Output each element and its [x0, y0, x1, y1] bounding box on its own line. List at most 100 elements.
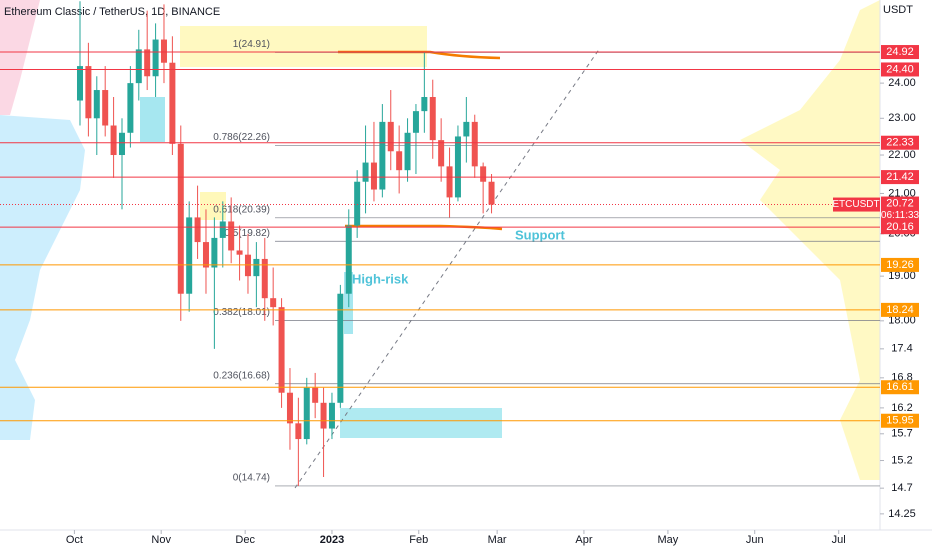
candle-body [253, 258, 260, 277]
candle-body [345, 225, 352, 294]
y-tick-label: 23.00 [888, 112, 916, 124]
candle-body [463, 121, 470, 137]
candle-body [404, 132, 411, 171]
level-label: 24.40 [886, 63, 914, 75]
candle-body [454, 136, 461, 198]
chart-title: Ethereum Classic / TetherUS, 1D, BINANCE [4, 6, 220, 18]
level-label: 16.61 [886, 381, 914, 393]
y-tick-label: 17.4 [891, 343, 912, 355]
candle-body [160, 39, 167, 63]
candle-body [219, 221, 226, 238]
candle-body [194, 217, 201, 243]
candle-body [337, 293, 344, 403]
fib-label: 0(14.74) [233, 473, 270, 484]
y-tick-label: 24.00 [888, 77, 916, 89]
fib-label: 0.236(16.68) [213, 370, 270, 381]
fib-label: 0.618(20.39) [213, 204, 270, 215]
x-tick-label: Mar [488, 534, 507, 546]
candle-body [303, 387, 310, 440]
level-label: 18.24 [886, 304, 914, 316]
y-tick-label: 22.00 [888, 149, 916, 161]
level-label: 22.33 [886, 137, 914, 149]
zone [180, 26, 427, 67]
y-tick-label: 14.7 [891, 482, 912, 494]
level-label-box [881, 413, 919, 428]
candle-body [76, 66, 83, 101]
level-label: 24.92 [886, 46, 914, 58]
candle-body [295, 423, 302, 440]
trend-line [294, 47, 601, 489]
candle-body [320, 402, 327, 429]
candle-body [488, 181, 495, 205]
candle-body [152, 39, 159, 77]
candle-body [387, 121, 394, 152]
current-price-label: 20.72 [886, 197, 914, 209]
countdown-label: 06:11:33 [881, 210, 920, 221]
candle-body [429, 97, 436, 141]
candle-body [236, 250, 243, 255]
candle-body [118, 132, 125, 156]
x-tick-label: Nov [151, 534, 171, 546]
x-tick-label: Jun [746, 534, 764, 546]
level-label: 19.26 [886, 259, 914, 271]
symbol-box [833, 197, 880, 212]
candle-body [379, 121, 386, 190]
annotation: Support [515, 227, 565, 242]
y-tick-label: 15.7 [891, 428, 912, 440]
price-unit: USDT [883, 4, 913, 16]
candle-body [421, 97, 428, 112]
level-label: 21.42 [886, 171, 914, 183]
candle-body [228, 221, 235, 251]
fib-label: 0.382(18.01) [213, 307, 270, 318]
annotation: High-risk [352, 271, 409, 286]
volume-profile-right [740, 0, 880, 480]
y-tick-label: 18.00 [888, 315, 916, 327]
y-tick-label: 21.00 [888, 187, 916, 199]
zone [200, 192, 226, 220]
level-label-box [881, 45, 919, 60]
x-tick-label: May [658, 534, 679, 546]
level-label-box [881, 220, 919, 235]
candle-body [110, 125, 117, 156]
symbol-label: ETCUSDT [832, 199, 879, 210]
candle-body [261, 258, 268, 299]
level-label-box [881, 135, 919, 150]
candle-body [93, 90, 100, 119]
candle-body [127, 83, 134, 133]
level-label: 15.95 [886, 415, 914, 427]
candle-body [270, 298, 277, 308]
candle-body [362, 162, 369, 182]
x-tick-label: Apr [575, 534, 592, 546]
candle-body [85, 66, 92, 119]
candle-body [354, 181, 361, 226]
candle-body [312, 387, 319, 403]
candle-body [169, 62, 176, 144]
fib-label: 1(24.91) [233, 39, 270, 50]
x-tick-label: Dec [235, 534, 255, 546]
candle-body [144, 49, 151, 77]
candle-body [186, 217, 193, 294]
level-label-box [881, 62, 919, 77]
candle-body [278, 307, 285, 393]
level-label: 20.16 [886, 221, 914, 233]
y-tick-label: 14.25 [888, 508, 916, 520]
x-tick-label: Jul [832, 534, 846, 546]
level-label-box [881, 257, 919, 272]
candle-body [328, 402, 335, 429]
zone [140, 97, 165, 142]
candle-body [135, 49, 142, 84]
zone [340, 408, 502, 438]
level-label-box [881, 380, 919, 395]
candle-body [471, 121, 478, 167]
fib-label: 0.786(22.26) [213, 132, 270, 143]
candle-body [102, 90, 109, 126]
candle-body [286, 392, 293, 424]
y-tick-label: 16.2 [891, 402, 912, 414]
y-tick-label: 15.2 [891, 454, 912, 466]
candle-body [396, 151, 403, 171]
candle-body [202, 242, 209, 268]
candle-body [446, 166, 453, 198]
level-label-box [881, 302, 919, 317]
candle-body [480, 166, 487, 182]
